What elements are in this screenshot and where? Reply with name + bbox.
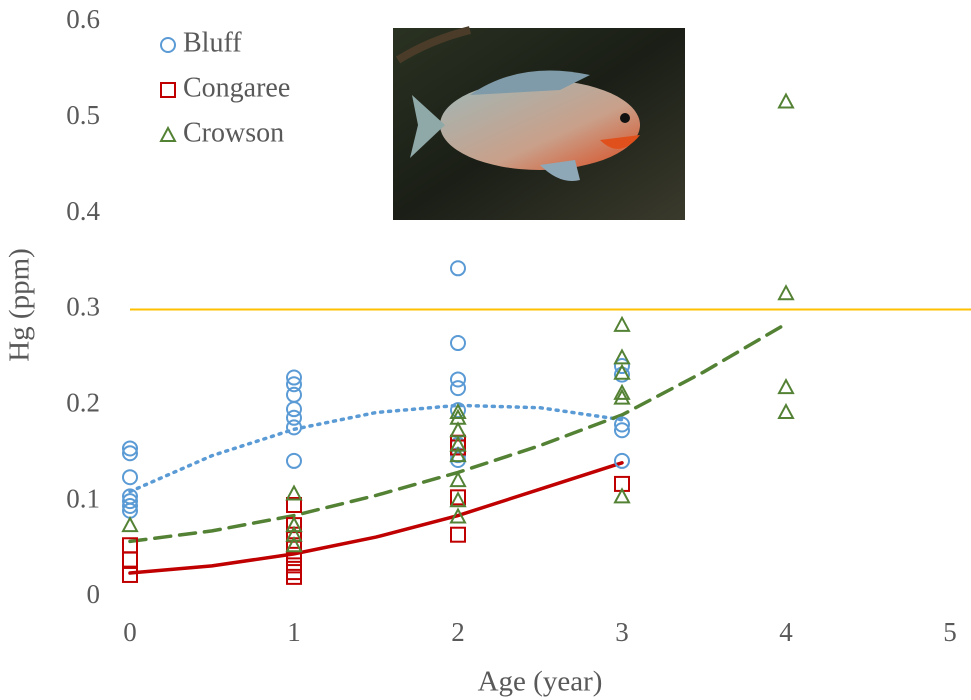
x-tick-label: 5 [943, 617, 957, 647]
point [449, 507, 467, 524]
point [450, 371, 466, 388]
x-tick-label: 1 [287, 617, 301, 647]
point [286, 369, 302, 386]
point [450, 260, 466, 277]
x-axis-title: Age (year) [478, 666, 603, 698]
point [285, 525, 303, 542]
point [285, 516, 303, 533]
point [777, 284, 795, 301]
y-tick-label: 0.4 [66, 196, 100, 226]
y-tick-label: 0 [87, 579, 101, 609]
point [285, 536, 303, 553]
point [122, 493, 138, 510]
point [450, 439, 466, 456]
point [286, 386, 302, 403]
legend-label: Bluff [183, 27, 242, 58]
point [614, 452, 630, 469]
point [613, 388, 631, 405]
legend-label: Congaree [183, 72, 290, 103]
x-tick-label: 0 [123, 617, 137, 647]
point [614, 422, 630, 439]
trendline [128, 403, 624, 494]
point [613, 487, 631, 504]
point [614, 358, 630, 375]
y-tick-label: 0.5 [66, 100, 100, 130]
point [613, 348, 631, 365]
legend: Bluff Congaree Crowson [159, 27, 290, 148]
point [449, 421, 467, 438]
point [613, 363, 631, 380]
point [286, 409, 302, 426]
point [449, 470, 467, 488]
y-axis-title: Hg (ppm) [4, 248, 36, 362]
y-tick-label: 0.3 [66, 292, 100, 322]
point [449, 446, 467, 463]
point [450, 380, 466, 397]
point [122, 469, 138, 486]
point [121, 516, 139, 533]
point [777, 378, 795, 395]
point [777, 92, 795, 109]
x-tick-label: 2 [451, 617, 465, 647]
point [777, 402, 795, 420]
point [450, 489, 466, 506]
point [613, 383, 631, 400]
point [285, 484, 303, 501]
point [286, 419, 302, 436]
point [286, 452, 302, 469]
point [122, 445, 138, 462]
point [122, 566, 138, 583]
y-tick-label: 0.6 [66, 4, 100, 34]
legend-label: Crowson [183, 117, 284, 148]
point [286, 546, 302, 563]
trendline [128, 461, 624, 575]
point [449, 402, 467, 420]
x-tick-label: 3 [615, 617, 629, 647]
point [450, 335, 466, 352]
y-tick-label: 0.2 [66, 388, 100, 418]
y-tick-label: 0.1 [66, 483, 100, 513]
point [286, 401, 302, 418]
point [122, 551, 138, 568]
point [450, 526, 466, 543]
point [286, 568, 302, 585]
point [449, 491, 467, 508]
point [286, 376, 302, 393]
point [122, 497, 138, 514]
point [614, 416, 630, 433]
point [122, 440, 138, 457]
x-tick-label: 4 [779, 617, 793, 647]
point [286, 497, 302, 513]
fish-photo [393, 26, 685, 220]
point [613, 315, 631, 332]
point [449, 435, 467, 452]
